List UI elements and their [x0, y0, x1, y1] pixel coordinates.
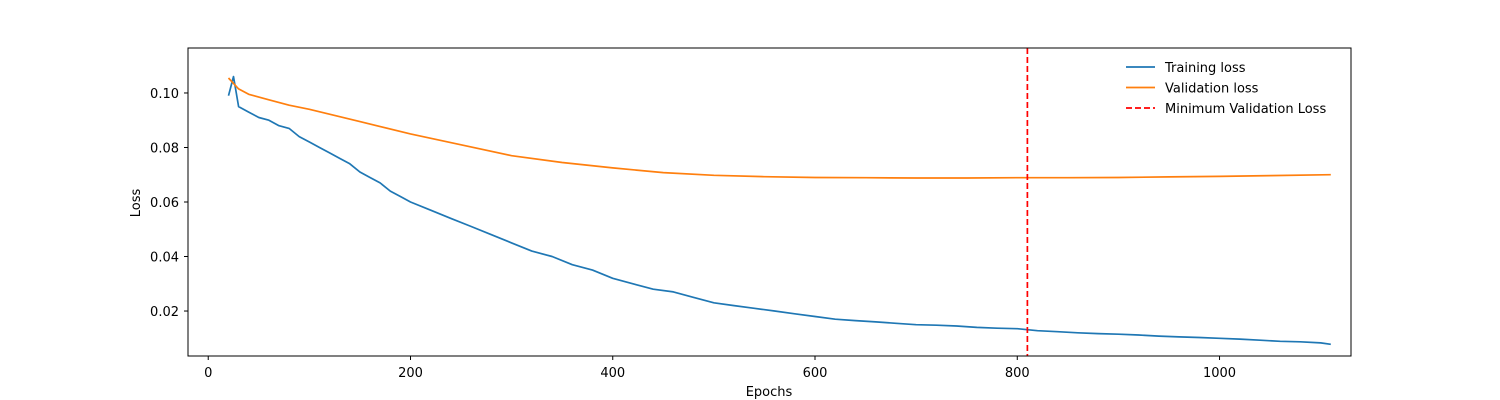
x-tick-label: 0	[204, 366, 212, 381]
series-line-training-loss	[227, 75, 1331, 346]
series-layer	[227, 75, 1331, 346]
y-axis: 0.02 0.04 0.06 0.08 0.10	[150, 87, 188, 320]
y-tick-label: 0.04	[150, 251, 179, 266]
y-tick-label: 0.10	[150, 87, 179, 102]
x-tick-label: 200	[398, 366, 423, 381]
x-tick-label: 600	[803, 366, 828, 381]
y-tick-label: 0.08	[150, 141, 179, 156]
series-line-validation-loss	[227, 77, 1331, 179]
legend: Training loss Validation loss Minimum Vali…	[1126, 61, 1326, 117]
y-tick-label: 0.02	[150, 305, 179, 320]
x-tick-label: 800	[1005, 366, 1030, 381]
y-axis-label: Loss	[129, 189, 144, 218]
x-tick-label: 400	[600, 366, 625, 381]
x-tick-label: 1000	[1203, 366, 1236, 381]
legend-label: Training loss	[1164, 61, 1246, 76]
legend-label: Minimum Validation Loss	[1165, 102, 1326, 117]
y-tick-label: 0.06	[150, 196, 179, 211]
x-axis: 0 200 400 600 800 1000	[204, 356, 1236, 381]
plot-area	[188, 48, 1351, 356]
legend-label: Validation loss	[1165, 82, 1259, 97]
x-axis-label: Epochs	[746, 385, 793, 400]
